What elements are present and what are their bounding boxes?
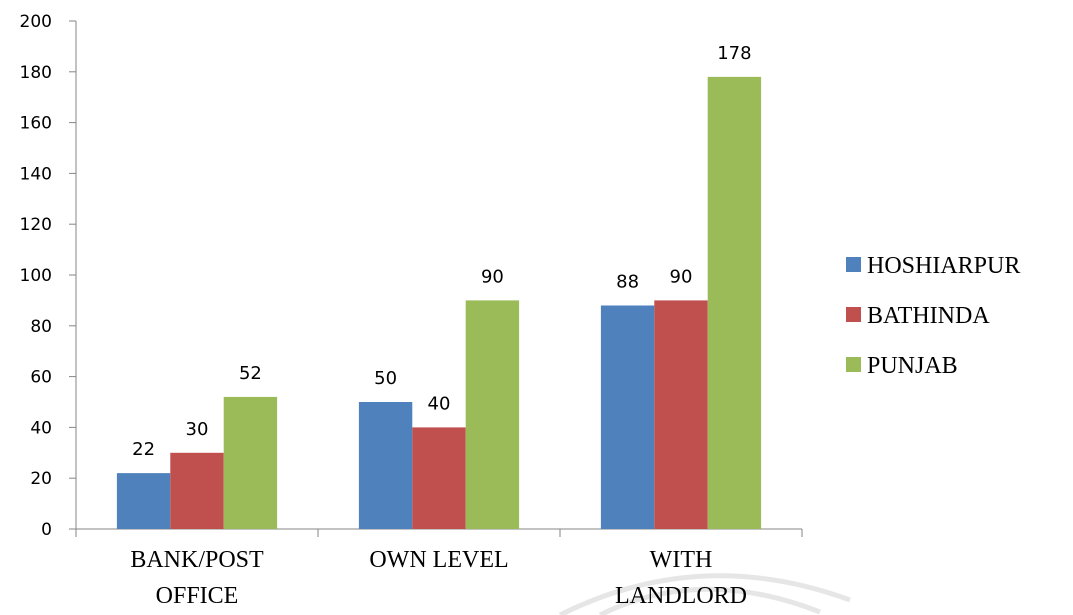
bar-hoshiarpur xyxy=(116,473,171,529)
bar-bathinda xyxy=(170,452,224,529)
chart-legend: HOSHIARPUR BATHINDA PUNJAB xyxy=(846,253,1020,379)
legend-label-hoshiarpur: HOSHIARPUR xyxy=(867,253,1020,279)
category-label: OFFICE xyxy=(156,583,239,609)
bar-punjab xyxy=(465,300,520,529)
data-label: 88 xyxy=(616,271,639,292)
bar-bathinda xyxy=(412,427,466,529)
y-tick-label: 40 xyxy=(30,418,52,438)
y-tick-label: 160 xyxy=(20,114,52,134)
y-tick-label: 200 xyxy=(20,12,52,32)
y-tick-label: 180 xyxy=(20,63,52,83)
category-label: LANDLORD xyxy=(615,583,747,609)
data-label: 90 xyxy=(481,266,504,287)
data-label: 22 xyxy=(132,439,155,460)
bar-punjab xyxy=(223,396,278,529)
legend-swatch-bathinda xyxy=(846,307,861,322)
category-label: WITH xyxy=(650,547,713,573)
category-label: BANK/POST xyxy=(130,547,264,573)
data-label: 30 xyxy=(186,419,209,440)
chart-bars xyxy=(116,76,762,529)
y-tick-label: 20 xyxy=(30,469,52,489)
data-label: 52 xyxy=(239,363,262,384)
data-label: 40 xyxy=(428,393,451,414)
data-label: 50 xyxy=(374,368,397,389)
y-tick-label: 0 xyxy=(41,520,52,540)
legend-swatch-punjab xyxy=(846,357,861,372)
y-tick-label: 140 xyxy=(20,164,52,184)
category-label: OWN LEVEL xyxy=(369,547,508,573)
chart-axes: 0 20 40 60 80 100 120 140 160 180 200 xyxy=(20,12,803,540)
chart-category-labels: BANK/POST OFFICE OWN LEVEL WITH LANDLORD xyxy=(130,547,747,609)
legend-label-bathinda: BATHINDA xyxy=(867,303,990,329)
bar-hoshiarpur xyxy=(358,402,413,529)
bar-hoshiarpur xyxy=(600,305,655,529)
data-label: 178 xyxy=(717,43,751,64)
legend-swatch-hoshiarpur xyxy=(846,257,861,272)
data-label: 90 xyxy=(670,266,693,287)
legend-label-punjab: PUNJAB xyxy=(867,353,958,379)
chart-data-labels: 22 30 52 50 40 90 88 90 178 xyxy=(132,43,751,460)
y-tick-label: 120 xyxy=(20,215,52,235)
y-tick-label: 80 xyxy=(30,317,52,337)
y-tick-label: 100 xyxy=(20,266,52,286)
y-tick-label: 60 xyxy=(30,368,52,388)
bar-bathinda xyxy=(654,300,708,529)
watermark-seal xyxy=(558,573,851,615)
bar-punjab xyxy=(707,76,762,529)
